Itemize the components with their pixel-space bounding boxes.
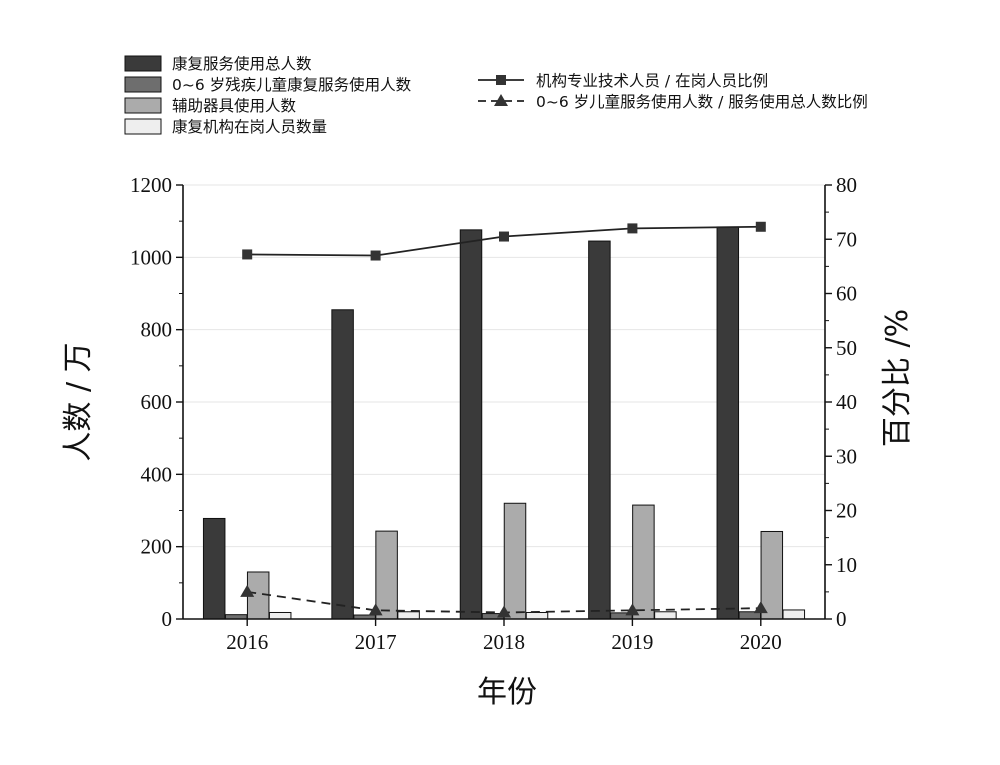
line-series xyxy=(240,221,768,618)
legend-label-1: 康复服务使用总人数 xyxy=(172,55,312,73)
bars xyxy=(202,226,806,620)
point-square-2019 xyxy=(627,223,638,234)
y2-tick-label: 60 xyxy=(836,282,857,306)
y2-tick-label: 0 xyxy=(836,607,847,631)
legend-label-2: 0~6 岁残疾儿童康复服务使用人数 xyxy=(172,75,412,94)
y-axis-title: 人数 / 万 xyxy=(61,342,96,461)
bar-1-2019 xyxy=(588,240,611,620)
point-square-2017 xyxy=(370,250,381,261)
bar-3-2017 xyxy=(375,530,398,620)
legend-swatch-2 xyxy=(124,76,162,93)
legend-line-label-2: 0~6 岁儿童服务使用人数 / 服务使用总人数比例 xyxy=(536,92,868,111)
point-square-2020 xyxy=(755,221,766,232)
x-tick-label: 2019 xyxy=(611,630,653,654)
y-tick-label: 200 xyxy=(141,535,173,559)
legend-marker-triangle xyxy=(494,94,508,106)
y-tick-label: 1000 xyxy=(130,245,172,269)
axes: 0 200 400 600 800 1000 1200 0 10 20 30 40 50 60 70 80 20… xyxy=(130,173,857,654)
point-triangle-2019 xyxy=(625,603,640,616)
bar-1-2016 xyxy=(202,517,226,620)
legend-marker-square xyxy=(496,75,506,85)
y2-axis-title: 百分比 /% xyxy=(880,309,915,447)
y2-tick-label: 80 xyxy=(836,173,857,197)
legend-swatch-1 xyxy=(124,55,162,72)
y2-tick-label: 20 xyxy=(836,499,857,523)
bar-4-2018 xyxy=(525,611,549,620)
bar-1-2018 xyxy=(459,229,483,620)
legend: 康复服务使用总人数 0~6 岁残疾儿童康复服务使用人数辅助器具使用人数康复机构在岗… xyxy=(124,55,868,136)
y2-tick-label: 10 xyxy=(836,553,857,577)
x-tick-label: 2020 xyxy=(740,630,782,654)
y2-tick-label: 50 xyxy=(836,336,857,360)
y-tick-label: 1200 xyxy=(130,173,172,197)
x-tick-label: 2016 xyxy=(226,630,268,654)
x-axis-title: 年份 xyxy=(477,675,537,710)
legend-swatch-4 xyxy=(124,118,162,135)
bar-1-2020 xyxy=(716,226,740,620)
legend-label-3: 辅助器具使用人数 xyxy=(172,97,297,115)
bar-3-2018 xyxy=(503,502,527,620)
x-tick-label: 2017 xyxy=(355,630,397,654)
point-triangle-2020 xyxy=(753,601,768,614)
bar-1-2017 xyxy=(331,309,354,620)
y-tick-label: 400 xyxy=(141,462,173,486)
legend-swatch-3 xyxy=(124,97,162,114)
bar-4-2016 xyxy=(268,611,292,620)
bar-3-2019 xyxy=(632,504,655,620)
y-tick-label: 0 xyxy=(162,607,173,631)
point-triangle-2016 xyxy=(240,584,255,597)
bar-4-2020 xyxy=(782,609,806,620)
y2-tick-label: 30 xyxy=(836,444,857,468)
y-tick-label: 600 xyxy=(141,390,173,414)
point-square-2018 xyxy=(499,231,509,242)
y2-tick-label: 70 xyxy=(836,227,857,251)
legend-label-4: 康复机构在岗人员数量 xyxy=(172,118,327,136)
bar-3-2020 xyxy=(760,530,784,620)
point-triangle-2017 xyxy=(368,603,383,616)
bar-4-2019 xyxy=(654,611,677,620)
point-square-2016 xyxy=(242,249,253,260)
y-tick-label: 800 xyxy=(141,318,173,342)
y2-tick-label: 40 xyxy=(836,390,857,414)
x-tick-label: 2018 xyxy=(483,630,525,654)
legend-line-label-1: 机构专业技术人员 / 在岗人员比例 xyxy=(536,72,768,90)
point-triangle-2018 xyxy=(497,605,511,618)
bar-4-2017 xyxy=(397,611,420,620)
